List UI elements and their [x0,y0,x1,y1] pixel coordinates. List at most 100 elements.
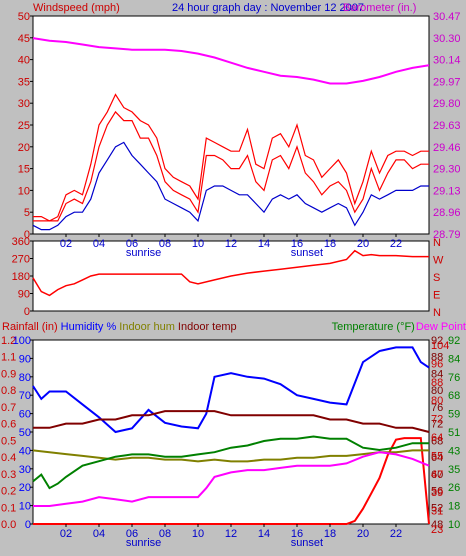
rain-tick-label: 0.3 [1,469,16,481]
wind-series-line [33,110,429,222]
x-tick-label: 18 [324,238,336,250]
x-tick-label: 06 [126,238,138,250]
barometer-tick-label: 28.79 [433,229,461,241]
windspeed-tick-label: 30 [18,98,30,110]
wind-layer [32,37,430,231]
x-tick-label: 10 [192,528,204,540]
barometer-tick-label: 29.97 [433,76,461,88]
barometer-tick-label: 29.30 [433,164,461,176]
temperature-tick-label: 23 [431,524,443,536]
indoor-temp-tick-label: 92 [431,335,443,347]
x-tick-label: 08 [159,528,171,540]
barometer-tick-label: 30.47 [433,11,461,23]
indoor-temp-tick-label: 52 [431,502,443,514]
windspeed-tick-label: 50 [18,11,30,23]
temperature-tick-label: 47 [431,469,443,481]
temperature-tick-label: 80 [431,395,443,407]
x-tick-label: 02 [60,528,72,540]
dewpoint-tick-label: 76 [448,372,460,384]
rain-tick-label: 0.7 [1,402,16,414]
indoor-temp-tick-label: 76 [431,402,443,414]
compass-tick-label: N [433,237,441,249]
x-tick-label: 12 [225,528,237,540]
windspeed-axis-title: Windspeed (mph) [33,2,120,14]
dewpoint-tick-label: 59 [448,409,460,421]
windspeed-tick-label: 15 [18,164,30,176]
wind-series-line [32,141,429,231]
rain-tick-label: 0.9 [1,368,16,380]
windspeed-tick-label: 20 [18,142,30,154]
indoor-temp-tick-label: 56 [431,486,443,498]
x-tick-label: 04 [93,528,105,540]
windspeed-tick-label: 40 [18,55,30,67]
barometer-tick-label: 30.30 [433,33,461,45]
humidity-tick-label: 90 [19,353,31,365]
humidity-tick-label: 10 [19,501,31,513]
direction-tick-label: 90 [18,289,30,301]
dewpoint-tick-label: 35 [448,464,460,476]
x-tick-label: 08 [159,238,171,250]
indoor-temp-tick-label: 80 [431,385,443,397]
direction-layer [32,249,429,297]
graph-title: 24 hour graph day : November 12 2007 [172,2,364,14]
x-tick-label: 12 [225,238,237,250]
barometer-tick-label: 29.13 [433,185,461,197]
windspeed-tick-label: 10 [18,185,30,197]
sunset-label: sunset [291,537,323,549]
temperature-panel-legend-label: Temperature (°F) [332,321,415,333]
x-tick-label: 06 [126,528,138,540]
temperature-panel-legend-label: Indoor hum [119,321,175,333]
dewpoint-tick-label: 68 [448,390,460,402]
sunrise-label: sunrise [126,537,161,549]
temperature-tick-label: 88 [431,377,443,389]
temperature-tick-label: 39 [431,487,443,499]
compass-tick-label: E [433,290,440,302]
sunset-label: sunset [291,247,323,259]
axes-layer: 5045403530252015105030.4730.3030.1429.97… [1,11,466,549]
dewpoint-tick-label: 18 [448,501,460,513]
indoor-temp-tick-label: 64 [431,452,443,464]
rain-tick-label: 1.2 [1,335,16,347]
indoor-temp-tick-label: 60 [431,469,443,481]
rain-tick-label: 0.5 [1,435,16,447]
temperature-series-line [32,435,429,490]
temperature-series-line [33,451,430,507]
barometer-axis-title: Barometer (in.) [343,2,416,14]
dewpoint-tick-label: 26 [448,482,460,494]
humidity-tick-label: 70 [19,390,31,402]
x-tick-label: 04 [93,238,105,250]
humidity-tick-label: 80 [19,372,31,384]
barometer-tick-label: 29.63 [433,120,461,132]
temperature-panel-legend-label: Dew Point [416,321,466,333]
humidity-tick-label: 0 [25,519,31,531]
x-tick-label: 16 [291,238,303,250]
temperature-series-line [32,346,430,434]
temperature-panel-legend-label: Humidity % [61,321,117,333]
indoor-temp-tick-label: 48 [431,519,443,531]
temperature-series-line [32,449,429,463]
wind-series-line [33,93,429,222]
rain-tick-label: 1.1 [1,352,16,364]
windspeed-tick-label: 5 [24,207,30,219]
indoor-temp-tick-label: 88 [431,352,443,364]
compass-tick-label: S [433,272,440,284]
direction-tick-label: 270 [12,254,30,266]
rain-tick-label: 0.0 [1,519,16,531]
temperature-layer [32,346,430,525]
direction-series-line [32,249,429,297]
temperature-series-line [33,410,430,433]
dewpoint-tick-label: 92 [448,335,460,347]
temperature-tick-label: 31 [431,506,443,518]
humidity-tick-label: 20 [19,482,31,494]
barometer-tick-label: 30.14 [433,55,461,67]
rain-tick-label: 0.4 [1,452,16,464]
x-tick-label: 20 [357,528,369,540]
humidity-tick-label: 40 [19,445,31,457]
barometer-tick-label: 28.96 [433,207,461,219]
temperature-tick-label: 104 [431,340,449,352]
temperature-tick-label: 64 [431,432,443,444]
barometer-tick-label: 29.46 [433,142,461,154]
temperature-plot-area [32,339,430,525]
temperature-tick-label: 72 [431,414,443,426]
humidity-tick-label: 100 [13,335,31,347]
